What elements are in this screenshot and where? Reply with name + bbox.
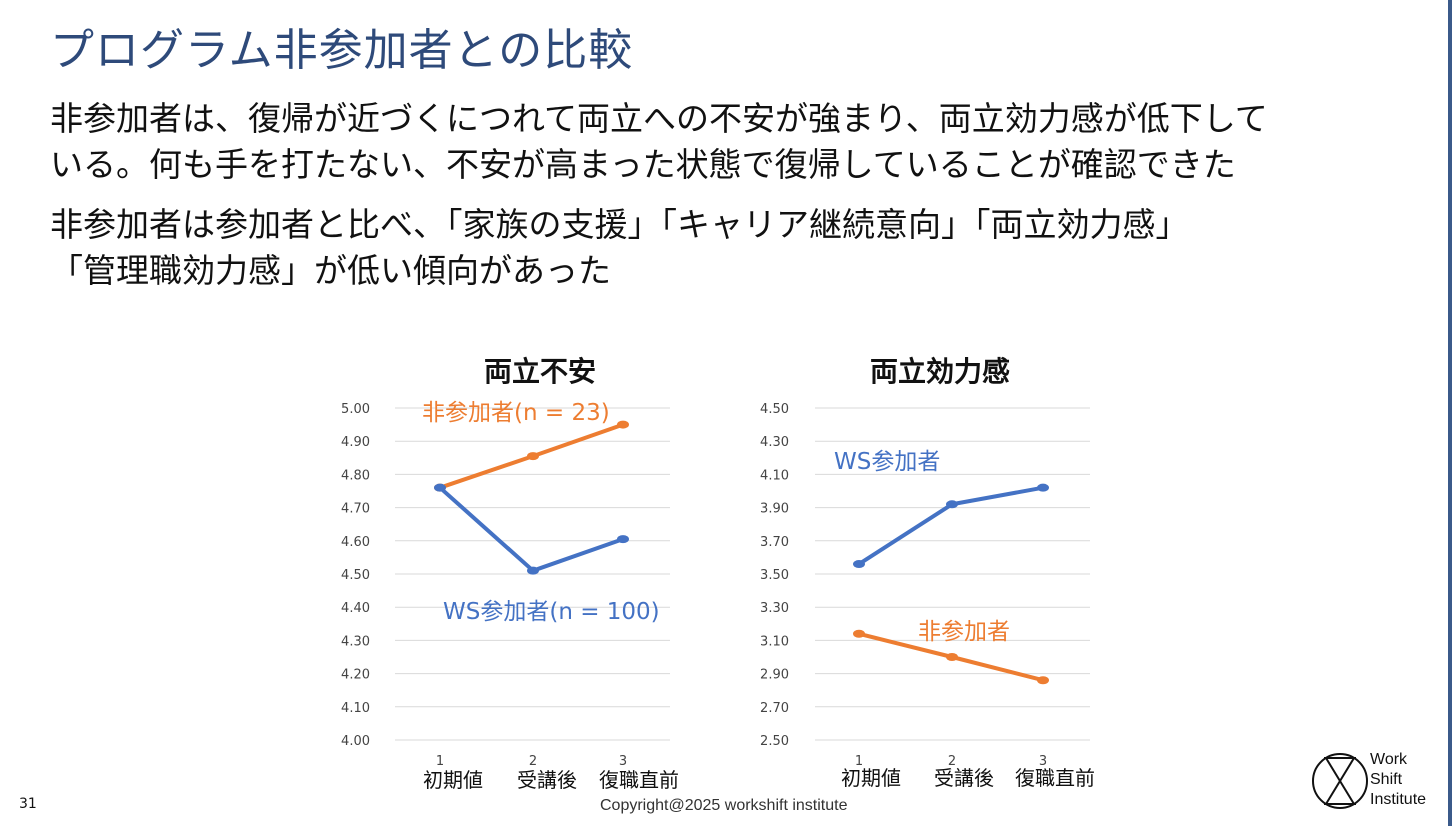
y-tick-label: 4.20 xyxy=(341,668,370,683)
y-tick-label: 4.10 xyxy=(760,468,789,483)
summary-line: 非参加者は、復帰が近づくにつれて両立への不安が強まり、両立効力感が低下して xyxy=(50,99,1268,138)
chart-title-efficacy: 両立効力感 xyxy=(869,355,1011,388)
hourglass-logo-icon xyxy=(1312,753,1368,809)
data-point xyxy=(617,420,629,429)
logo-line: Work xyxy=(1370,751,1408,768)
x-tick-label: 1 xyxy=(436,754,444,769)
y-tick-label: 2.90 xyxy=(760,668,789,683)
logo-text: Work Shift Institute xyxy=(1370,750,1426,810)
series-label-ws-participant: WS参加者 xyxy=(834,449,941,475)
x-category-label: 初期値 xyxy=(841,766,901,790)
y-tick-label: 4.90 xyxy=(341,435,370,450)
summary-line: 「管理職効力感」が低い傾向があった xyxy=(50,251,611,290)
x-category-label: 復職直前 xyxy=(599,768,679,792)
y-tick-label: 4.80 xyxy=(341,468,370,483)
y-tick-label: 2.70 xyxy=(760,701,789,716)
data-point xyxy=(617,535,629,544)
data-point xyxy=(434,483,446,492)
summary-paragraph-1: 非参加者は、復帰が近づくにつれて両立への不安が強まり、両立効力感が低下して いる… xyxy=(50,96,1268,188)
x-category-label: 初期値 xyxy=(423,768,483,792)
y-tick-label: 3.50 xyxy=(760,568,789,583)
y-tick-label: 3.70 xyxy=(760,535,789,550)
summary-line: いる。何も手を打たない、不安が高まった状態で復帰していることが確認できた xyxy=(50,145,1236,184)
series-label-non-participant: 非参加者 xyxy=(918,619,1010,645)
y-tick-label: 4.30 xyxy=(760,435,789,450)
x-tick-label: 3 xyxy=(619,754,627,769)
x-tick-label: 3 xyxy=(1039,754,1047,769)
data-point xyxy=(527,566,539,575)
data-point xyxy=(853,560,865,569)
y-tick-label: 4.50 xyxy=(341,568,370,583)
chart-title-anxiety: 両立不安 xyxy=(483,355,597,388)
y-tick-label: 3.30 xyxy=(760,601,789,616)
page-number: 31 xyxy=(19,796,37,812)
data-point xyxy=(527,452,539,461)
y-tick-label: 2.50 xyxy=(760,734,789,749)
slide-edge-bar xyxy=(1448,0,1452,826)
y-tick-label: 4.70 xyxy=(341,502,370,517)
logo-line: Shift xyxy=(1370,771,1403,788)
y-tick-label: 4.60 xyxy=(341,535,370,550)
x-category-label: 受講後 xyxy=(517,768,577,792)
data-point xyxy=(946,500,958,509)
copyright-text: Copyright@2025 workshift institute xyxy=(600,797,848,814)
summary-line: 非参加者は参加者と比べ、「家族の支援」「キャリア継続意向」「両立効力感」 xyxy=(50,205,1189,244)
y-tick-label: 4.00 xyxy=(341,734,370,749)
series-line xyxy=(857,485,1045,567)
summary-paragraph-2: 非参加者は参加者と比べ、「家族の支援」「キャリア継続意向」「両立効力感」 「管理… xyxy=(50,202,1189,294)
slide-title: プログラム非参加者との比較 xyxy=(50,25,634,76)
data-point xyxy=(1037,676,1049,685)
series-line xyxy=(438,485,625,573)
y-tick-label: 4.50 xyxy=(760,402,789,417)
x-tick-label: 2 xyxy=(529,754,537,769)
logo-line: Institute xyxy=(1370,791,1427,808)
y-tick-label: 4.40 xyxy=(341,601,370,616)
data-point xyxy=(853,629,865,638)
series-label-ws-participant: WS参加者(n = 100) xyxy=(443,599,660,625)
y-tick-label: 3.90 xyxy=(760,502,789,517)
x-tick-label: 1 xyxy=(855,754,863,769)
y-tick-label: 3.10 xyxy=(760,634,789,649)
y-tick-label: 4.10 xyxy=(341,701,370,716)
data-point xyxy=(946,653,958,661)
data-point xyxy=(1037,483,1049,492)
y-tick-label: 5.00 xyxy=(341,402,370,417)
series-label-non-participant: 非参加者(n = 23) xyxy=(422,400,610,426)
y-tick-label: 4.30 xyxy=(341,634,370,649)
x-category-label: 受講後 xyxy=(934,766,994,790)
x-category-label: 復職直前 xyxy=(1015,766,1095,790)
x-tick-label: 2 xyxy=(948,754,956,769)
